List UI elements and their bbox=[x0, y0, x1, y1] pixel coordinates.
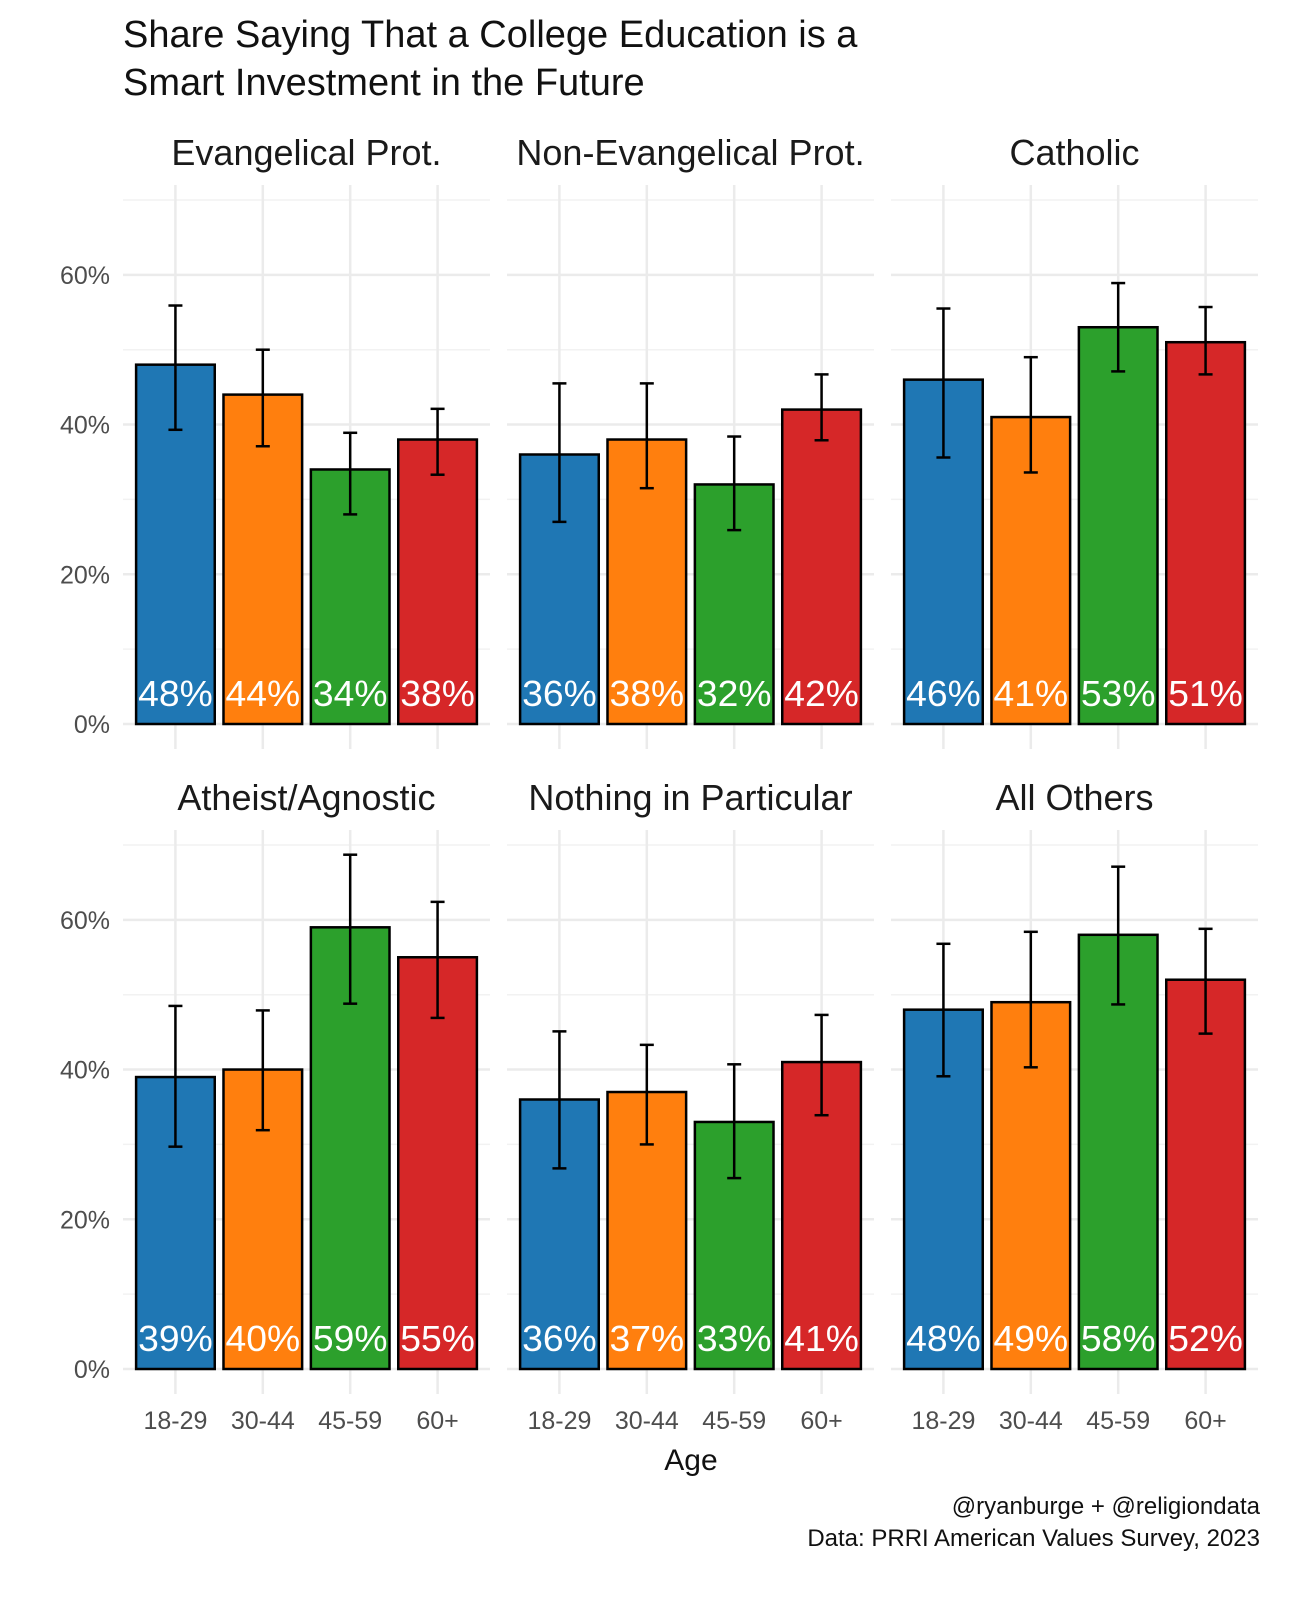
x-tick-label: 30-44 bbox=[615, 1407, 679, 1435]
bar-value-label: 48% bbox=[906, 1318, 981, 1359]
x-tick-label: 18-29 bbox=[911, 1407, 975, 1435]
bar bbox=[781, 408, 863, 726]
bar-value-label: 44% bbox=[225, 673, 300, 714]
bar-value-label: 36% bbox=[522, 673, 597, 714]
chart-title-line-1: Share Saying That a College Education is… bbox=[123, 14, 858, 56]
bar-value-label: 46% bbox=[906, 673, 981, 714]
panel-all-others: All Others 18-29 30-44 45-59 60+ 48% 49% 58% 52% bbox=[891, 777, 1258, 1435]
y-tick-label: 60% bbox=[60, 907, 110, 935]
chart-title-line-2: Smart Investment in the Future bbox=[123, 62, 645, 104]
bar-value-label: 53% bbox=[1081, 673, 1156, 714]
bar-value-label: 42% bbox=[784, 673, 859, 714]
bar-value-label: 37% bbox=[609, 1318, 684, 1359]
panel-non-evangelical-prot-: Non-Evangelical Prot. 36% 38% 32% 42% bbox=[507, 132, 874, 749]
bar bbox=[1165, 978, 1247, 1371]
bar-value-label: 55% bbox=[400, 1318, 475, 1359]
x-axis-label: Age bbox=[664, 1444, 717, 1477]
x-tick-label: 45-59 bbox=[318, 1407, 382, 1435]
bar bbox=[1165, 340, 1247, 726]
bar-value-label: 36% bbox=[522, 1318, 597, 1359]
x-tick-label: 60+ bbox=[416, 1407, 458, 1435]
panel-title: Nothing in Particular bbox=[528, 777, 852, 818]
x-tick-label: 30-44 bbox=[999, 1407, 1063, 1435]
bar-value-label: 52% bbox=[1168, 1318, 1243, 1359]
bar-value-label: 59% bbox=[313, 1318, 388, 1359]
bar-value-label: 33% bbox=[697, 1318, 772, 1359]
x-tick-label: 60+ bbox=[800, 1407, 842, 1435]
panel-atheist-agnostic: Atheist/Agnostic 0% 20% 40% 60% 18-29 30-44 45-… bbox=[60, 777, 490, 1435]
panel-title: Non-Evangelical Prot. bbox=[516, 132, 864, 173]
x-tick-label: 45-59 bbox=[702, 1407, 766, 1435]
bar-value-label: 34% bbox=[313, 673, 388, 714]
panel-catholic: Catholic 46% 41% 53% 51% bbox=[891, 132, 1258, 749]
y-tick-label: 20% bbox=[60, 1206, 110, 1234]
bar-value-label: 32% bbox=[697, 673, 772, 714]
y-tick-label: 40% bbox=[60, 1057, 110, 1085]
bar-value-label: 40% bbox=[225, 1318, 300, 1359]
bar-value-label: 41% bbox=[993, 673, 1068, 714]
panel-title: Catholic bbox=[1009, 132, 1139, 173]
panel-evangelical-prot-: Evangelical Prot. 0% 20% 40% 60% 48% 44% 34% 38% bbox=[60, 132, 490, 749]
panel-title: Atheist/Agnostic bbox=[177, 777, 435, 818]
y-tick-label: 0% bbox=[74, 1356, 110, 1384]
x-tick-label: 60+ bbox=[1184, 1407, 1226, 1435]
panel-nothing-in-particular: Nothing in Particular 18-29 30-44 45-59 60+ 3… bbox=[507, 777, 874, 1435]
caption-credit: @ryanburge + @religiondata bbox=[952, 1493, 1261, 1520]
panels: Evangelical Prot. 0% 20% 40% 60% 48% 44% 34% 38%… bbox=[60, 132, 1258, 1435]
panel-title: All Others bbox=[995, 777, 1153, 818]
bar-value-label: 51% bbox=[1168, 673, 1243, 714]
y-tick-label: 20% bbox=[60, 561, 110, 589]
caption-source: Data: PRRI American Values Survey, 2023 bbox=[807, 1525, 1260, 1552]
bar bbox=[397, 956, 479, 1371]
bar-value-label: 38% bbox=[609, 673, 684, 714]
bar-value-label: 58% bbox=[1081, 1318, 1156, 1359]
bar-value-label: 39% bbox=[138, 1318, 213, 1359]
bar bbox=[1077, 325, 1159, 726]
bar-value-label: 38% bbox=[400, 673, 475, 714]
x-tick-label: 18-29 bbox=[527, 1407, 591, 1435]
panel-title: Evangelical Prot. bbox=[171, 132, 441, 173]
y-tick-label: 0% bbox=[74, 711, 110, 739]
y-tick-label: 60% bbox=[60, 262, 110, 290]
x-tick-label: 18-29 bbox=[143, 1407, 207, 1435]
bar bbox=[222, 393, 304, 726]
x-tick-label: 30-44 bbox=[231, 1407, 295, 1435]
y-tick-label: 40% bbox=[60, 412, 110, 440]
x-tick-label: 45-59 bbox=[1086, 1407, 1150, 1435]
bar-value-label: 41% bbox=[784, 1318, 859, 1359]
bar-value-label: 49% bbox=[993, 1318, 1068, 1359]
bar-value-label: 48% bbox=[138, 673, 213, 714]
